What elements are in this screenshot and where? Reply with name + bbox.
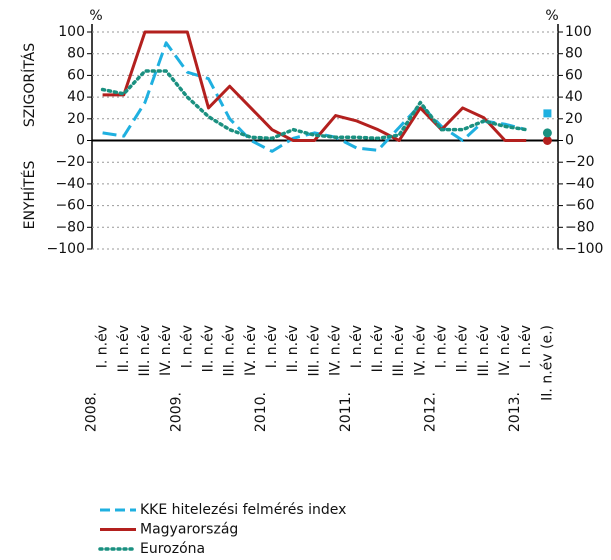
- x-tick-label: I. n.év: [179, 325, 195, 368]
- x-tick-label: I. n.év: [264, 325, 280, 368]
- x-tick-label: III. n.év: [476, 325, 492, 377]
- x-tick-label: II. n.év: [116, 325, 132, 372]
- y-unit: %: [89, 8, 102, 24]
- x-tick-label: IV. n.év: [158, 325, 174, 376]
- y2-tick-label: 80: [565, 46, 583, 62]
- x-tick-label: II. n.év: [201, 325, 217, 372]
- y-tick-label: −20: [55, 154, 85, 170]
- y-tick-label: −40: [55, 176, 85, 192]
- x-tick-label: IV. n.év: [412, 325, 428, 376]
- y-tick-label: −60: [55, 198, 85, 214]
- estimate-marker: [543, 109, 552, 118]
- y2-tick-label: 40: [565, 89, 583, 105]
- x-tick-label: II. n.év: [370, 325, 386, 372]
- y-tick-label: 20: [67, 111, 85, 127]
- x-tick-label: III. n.év: [137, 325, 153, 377]
- x-tick-label: IV. n.év: [243, 325, 259, 376]
- y-tick-label: −100: [47, 241, 85, 257]
- x-tick-label: III. n.év: [306, 325, 322, 377]
- x-tick-label: I. n.év: [518, 325, 534, 368]
- estimate-marker: [542, 136, 552, 145]
- x-group-label: 2012.: [423, 392, 439, 432]
- x-tick-label: I. n.év: [95, 325, 111, 368]
- y2-unit: %: [545, 8, 558, 24]
- estimate-marker: [542, 128, 552, 138]
- x-tick-label: IV. n.év: [328, 325, 344, 376]
- x-tick-label: II. n.év: [285, 325, 301, 372]
- y-tick-label: −80: [55, 219, 85, 235]
- lower-axis-label: ENYHÍTÉS: [21, 160, 38, 229]
- y-tick-label: 40: [67, 89, 85, 105]
- y2-tick-label: −60: [565, 198, 595, 214]
- y-tick-label: 0: [76, 133, 85, 149]
- y2-tick-label: 100: [565, 24, 592, 40]
- legend-label: Eurozóna: [140, 541, 205, 557]
- y2-tick-label: −40: [565, 176, 595, 192]
- y-tick-label: 80: [67, 46, 85, 62]
- series-line: [102, 41, 527, 153]
- y2-tick-label: −20: [565, 154, 595, 170]
- x-tick-label: III. n.év: [222, 325, 238, 377]
- y2-tick-label: 0: [565, 133, 574, 149]
- x-tick-label: I. n.év: [349, 325, 365, 368]
- y-tick-label: 100: [58, 24, 85, 40]
- y-tick-label: 60: [67, 67, 85, 83]
- legend-label: Magyarország: [140, 522, 238, 538]
- y2-tick-label: 20: [565, 111, 583, 127]
- x-group-label: 2009.: [168, 392, 184, 432]
- y2-tick-label: −80: [565, 219, 595, 235]
- y2-tick-label: 60: [565, 67, 583, 83]
- series-line: [100, 69, 528, 141]
- x-tick-label: II. n.év (e.): [539, 325, 555, 401]
- x-group-label: 2008.: [84, 392, 100, 432]
- x-group-label: 2010.: [253, 392, 269, 432]
- x-tick-label: I. n.év: [434, 325, 450, 368]
- y2-tick-label: −100: [565, 241, 603, 257]
- x-group-label: 2013.: [507, 392, 523, 432]
- series-line: [102, 30, 527, 142]
- legend-label: KKE hitelezési felmérés index: [140, 502, 346, 518]
- x-tick-label: II. n.év: [455, 325, 471, 372]
- x-group-label: 2011.: [338, 392, 354, 432]
- x-tick-label: III. n.év: [391, 325, 407, 377]
- upper-axis-label: SZIGORÍTÁS: [21, 43, 38, 127]
- x-tick-label: IV. n.év: [497, 325, 513, 376]
